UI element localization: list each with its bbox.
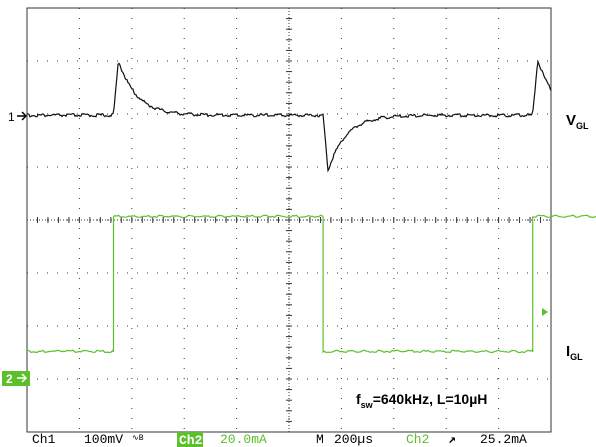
graticule bbox=[26, 7, 552, 433]
ch2-badge bbox=[177, 432, 203, 447]
ch2-ground-marker: 2 bbox=[2, 371, 30, 386]
bandwidth-limit-icon: ∿B bbox=[132, 434, 144, 443]
timebase-prefix: M bbox=[316, 432, 324, 447]
ch1-label: Ch1 bbox=[32, 432, 56, 447]
trigger-level: 25.2mA bbox=[480, 432, 527, 447]
ch1-ground-marker: 1 bbox=[8, 110, 28, 124]
ch2-label: Ch2 bbox=[179, 433, 203, 447]
ch2-scale: 20.0mA bbox=[220, 432, 267, 447]
ch1-scale: 100mV bbox=[84, 432, 123, 447]
annotation-fsw: fsw=640kHz, L=10µH bbox=[356, 391, 487, 410]
trigger-level-arrow bbox=[542, 308, 548, 316]
timebase: 200µs bbox=[334, 432, 373, 447]
status-bar: Ch1 100mV ∿B Ch2 20.0mA M 200µs Ch2 ↗ 25… bbox=[32, 432, 527, 447]
trigger-edge-icon: ↗ bbox=[448, 432, 456, 447]
svg-text:2: 2 bbox=[6, 372, 13, 386]
i-gl-trace bbox=[26, 214, 596, 354]
v-gl-trace bbox=[26, 59, 552, 173]
waveform-traces bbox=[26, 59, 596, 354]
trigger-source: Ch2 bbox=[406, 432, 429, 447]
svg-text:1: 1 bbox=[8, 110, 15, 124]
v-gl-label: VGL bbox=[566, 112, 589, 131]
i-gl-label: IGL bbox=[566, 343, 583, 362]
